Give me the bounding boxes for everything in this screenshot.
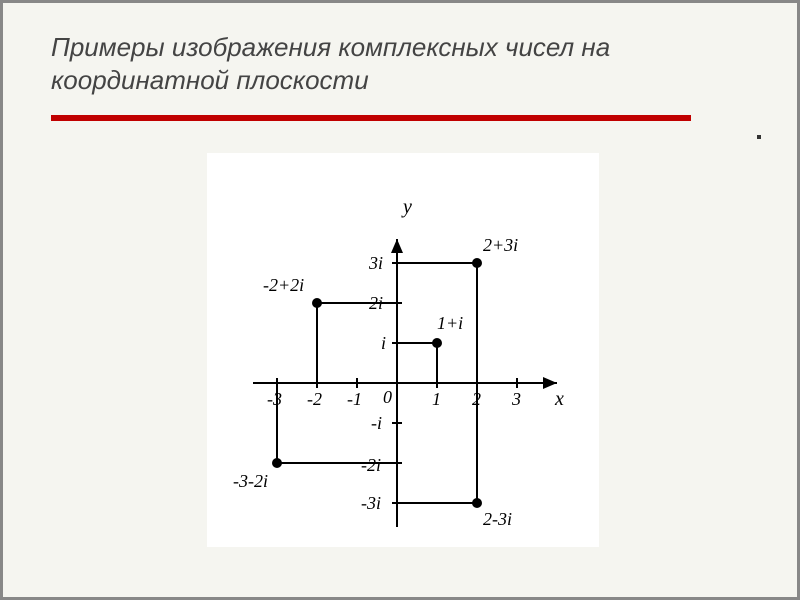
svg-text:x: x	[554, 388, 564, 410]
title-underline	[51, 115, 691, 121]
svg-text:0: 0	[383, 387, 392, 407]
svg-text:-3: -3	[267, 389, 282, 409]
complex-plane-plot: -3 -2 -1 0 1 2 3 3i 2i i -i -2i -3i y x 2+3i 1+i -2+2i -3-…	[207, 153, 599, 547]
page-title: Примеры изображения комплексных чисел на…	[51, 31, 737, 96]
slide: Примеры изображения комплексных чисел на…	[0, 0, 800, 600]
svg-text:2+3i: 2+3i	[483, 235, 518, 255]
svg-text:-3-2i: -3-2i	[233, 471, 268, 491]
svg-text:1+i: 1+i	[437, 313, 463, 333]
decorative-marker	[757, 135, 761, 139]
svg-text:-1: -1	[347, 389, 362, 409]
svg-text:3i: 3i	[368, 253, 383, 273]
svg-text:3: 3	[511, 389, 521, 409]
svg-text:-i: -i	[371, 413, 382, 433]
svg-text:-3i: -3i	[361, 493, 381, 513]
svg-text:i: i	[381, 333, 386, 353]
svg-text:2-3i: 2-3i	[483, 509, 512, 529]
svg-text:-2: -2	[307, 389, 322, 409]
svg-text:y: y	[401, 196, 412, 218]
svg-text:1: 1	[432, 389, 441, 409]
svg-text:2i: 2i	[369, 293, 383, 313]
svg-text:-2i: -2i	[361, 455, 381, 475]
svg-text:-2+2i: -2+2i	[263, 275, 304, 295]
svg-text:2: 2	[472, 389, 481, 409]
